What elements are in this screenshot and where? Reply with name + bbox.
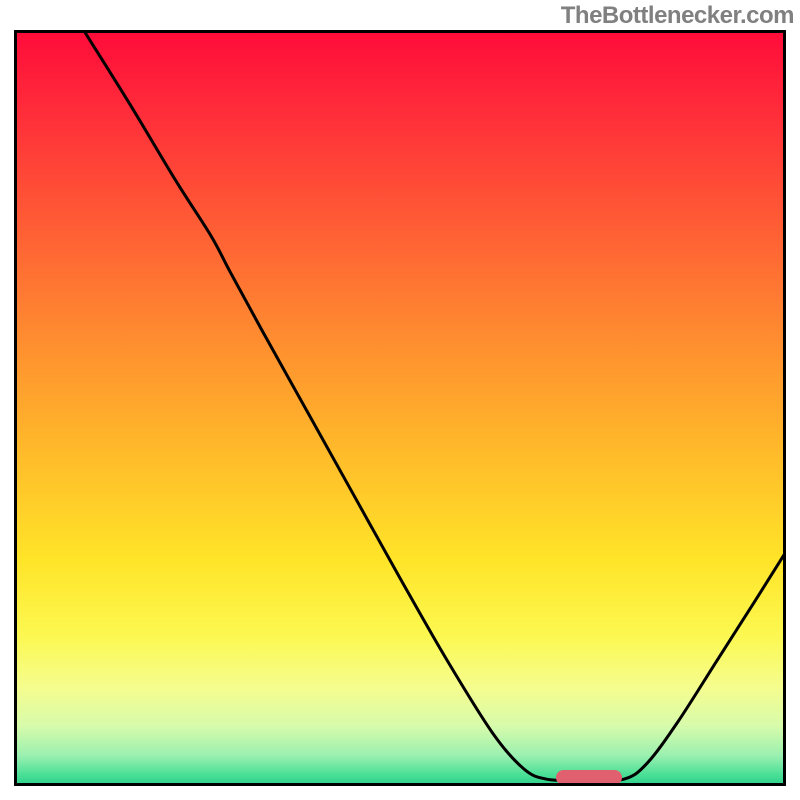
- watermark-text: TheBottlenecker.com: [561, 2, 794, 30]
- plot-border-top: [14, 30, 786, 33]
- plot-border-right: [783, 30, 786, 786]
- plot-border-left: [14, 30, 17, 786]
- chart-container: TheBottlenecker.com: [0, 0, 800, 800]
- plot-area: [14, 30, 786, 786]
- plot-border-bottom: [14, 783, 786, 786]
- bottleneck-curve: [14, 30, 786, 786]
